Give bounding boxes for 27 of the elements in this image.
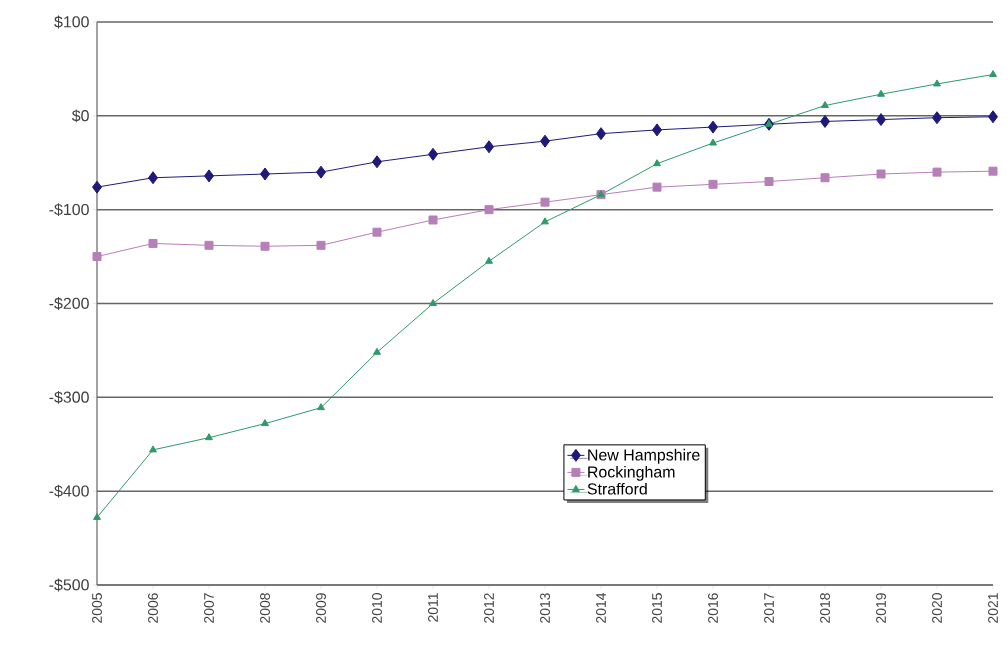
x-tick-label: 2011 <box>428 593 438 622</box>
legend-label: Rockingham <box>588 465 675 481</box>
x-tick-label: 2016 <box>708 593 718 623</box>
x-tick-label: 2006 <box>148 593 158 623</box>
y-tick-label: -$400 <box>49 484 89 498</box>
x-tick-label: 2020 <box>932 593 942 623</box>
x-tick-label: 2021 <box>988 593 998 623</box>
x-tick-label: 2008 <box>260 593 270 623</box>
x-tick-label: 2012 <box>484 593 494 623</box>
y-tick-label: -$300 <box>49 390 89 404</box>
y-tick-label: -$200 <box>49 297 89 310</box>
x-tick-label: 2019 <box>876 593 886 623</box>
legend-label: Strafford <box>587 482 647 495</box>
y-tick-label: $0 <box>71 109 89 123</box>
x-tick-label: 2009 <box>316 593 326 623</box>
x-tick-label: 2010 <box>372 593 382 623</box>
x-tick-label: 2017 <box>764 593 774 623</box>
y-tick-label: -$500 <box>49 578 89 592</box>
x-tick-label: 2014 <box>596 592 606 623</box>
x-tick-label: 2007 <box>204 593 214 623</box>
y-tick-label: -$100 <box>49 203 89 217</box>
legend-label: New Hampshire <box>588 448 700 464</box>
x-tick-label: 2018 <box>820 593 830 623</box>
y-tick-label: $100 <box>54 15 89 29</box>
x-tick-label: 2013 <box>540 593 550 623</box>
x-tick-label: 2005 <box>92 593 102 623</box>
x-tick-label: 2015 <box>652 593 662 623</box>
